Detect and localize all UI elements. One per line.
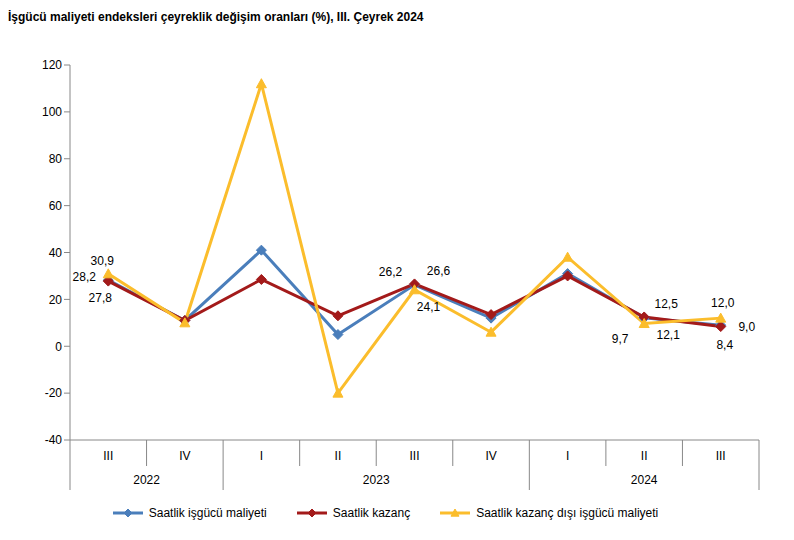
svg-text:2023: 2023 [363, 473, 390, 487]
svg-text:IV: IV [485, 449, 496, 463]
svg-text:28,2: 28,2 [73, 270, 97, 284]
svg-text:2022: 2022 [133, 473, 160, 487]
svg-text:I: I [566, 449, 569, 463]
svg-text:26,6: 26,6 [427, 264, 451, 278]
html-text:Saatlik işgücü maliyeti: Saatlik işgücü maliyeti [148, 506, 267, 520]
html-text:Saatlik kazanç dışı işgücü mal: Saatlik kazanç dışı işgücü maliyeti [476, 506, 659, 520]
html-text:İşgücü maliyeti endeksleri çey: İşgücü maliyeti endeksleri çeyreklik değ… [8, 10, 424, 24]
svg-text:II: II [641, 449, 648, 463]
svg-text:27,8: 27,8 [89, 291, 113, 305]
svg-text:120: 120 [42, 58, 62, 72]
svg-text:I: I [260, 449, 263, 463]
svg-text:II: II [335, 449, 342, 463]
svg-text:100: 100 [42, 105, 62, 119]
svg-text:-40: -40 [45, 433, 63, 447]
svg-text:III: III [409, 449, 419, 463]
svg-text:0: 0 [55, 340, 62, 354]
svg-text:12,5: 12,5 [654, 297, 678, 311]
svg-text:40: 40 [49, 246, 63, 260]
svg-text:III: III [103, 449, 113, 463]
svg-text:III: III [716, 449, 726, 463]
svg-text:12,0: 12,0 [711, 296, 735, 310]
svg-text:24,1: 24,1 [417, 300, 441, 314]
html-text:Saatlik kazanç: Saatlik kazanç [332, 506, 411, 520]
svg-text:12,1: 12,1 [656, 328, 680, 342]
svg-text:30,9: 30,9 [91, 254, 115, 268]
svg-text:20: 20 [49, 293, 63, 307]
svg-text:80: 80 [49, 152, 63, 166]
svg-text:IV: IV [179, 449, 190, 463]
svg-text:8,4: 8,4 [716, 338, 733, 352]
svg-text:26,2: 26,2 [379, 265, 403, 279]
svg-text:9,0: 9,0 [738, 320, 755, 334]
svg-text:-20: -20 [45, 386, 63, 400]
svg-text:60: 60 [49, 199, 63, 213]
svg-text:2024: 2024 [631, 473, 658, 487]
svg-text:9,7: 9,7 [612, 332, 629, 346]
